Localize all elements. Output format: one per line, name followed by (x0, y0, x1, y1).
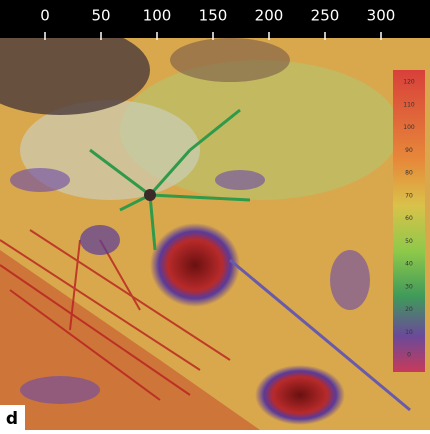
colorbar-label: 40 (405, 261, 413, 268)
colorbar-label: 30 (405, 283, 413, 290)
colorbar-label: 50 (405, 238, 413, 245)
colorbar-label: 20 (405, 306, 413, 313)
axis-tick-label: 100 (143, 7, 172, 25)
colorbar-label: 110 (403, 101, 415, 108)
colorbar-label: 0 (407, 352, 411, 359)
page: d 05010015020025030012011010090807060504… (0, 0, 430, 430)
panel-label: d (6, 409, 18, 429)
micrograph (0, 25, 430, 430)
colorbar-label: 10 (405, 329, 413, 336)
axis-tick-label: 50 (91, 7, 110, 25)
colorbar-label: 70 (405, 192, 413, 199)
colorbar-label: 120 (403, 79, 415, 86)
axis-tick-label: 250 (311, 7, 340, 25)
colorbar-label: 80 (405, 170, 413, 177)
axis-tick-label: 150 (199, 7, 228, 25)
colorbar-label: 60 (405, 215, 413, 222)
colorbar-label: 100 (403, 124, 415, 131)
axis-tick-label: 300 (367, 7, 396, 25)
figure: d 05010015020025030012011010090807060504… (0, 0, 430, 430)
axis-tick-label: 0 (40, 7, 50, 25)
axis-tick-label: 200 (255, 7, 284, 25)
colorbar-label: 90 (405, 147, 413, 154)
